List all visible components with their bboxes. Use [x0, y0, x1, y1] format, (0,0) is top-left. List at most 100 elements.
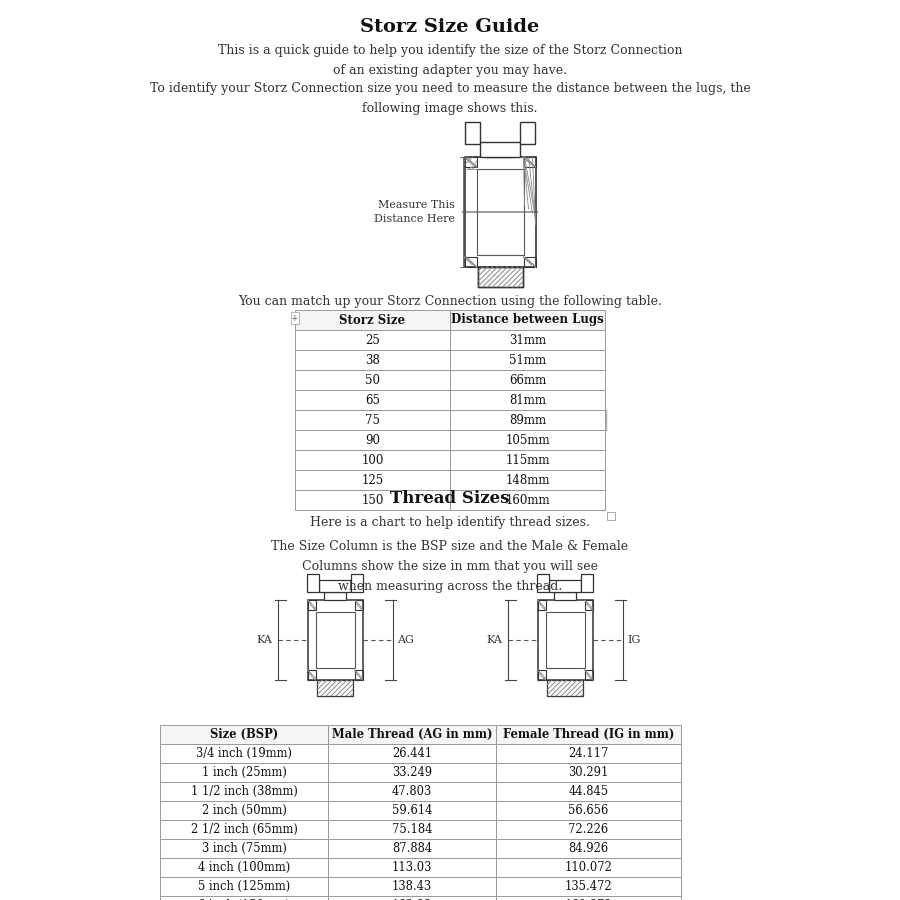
Text: 33.249: 33.249: [392, 766, 432, 779]
Bar: [478, 267, 523, 287]
Text: IG: IG: [627, 635, 641, 645]
Text: 105mm: 105mm: [505, 434, 550, 446]
Text: 3 inch (75mm): 3 inch (75mm): [202, 842, 286, 855]
Bar: [524, 157, 536, 167]
Text: Thread Sizes: Thread Sizes: [391, 490, 509, 507]
Bar: [160, 782, 328, 801]
Bar: [478, 267, 523, 287]
Bar: [464, 157, 476, 167]
Text: Size (BSP): Size (BSP): [210, 728, 278, 741]
Bar: [537, 574, 549, 592]
Bar: [584, 600, 592, 610]
Bar: [496, 896, 681, 900]
Bar: [295, 450, 450, 470]
Text: You can match up your Storz Connection using the following table.: You can match up your Storz Connection u…: [238, 295, 662, 308]
Bar: [496, 801, 681, 820]
Text: To identify your Storz Connection size you need to measure the distance between : To identify your Storz Connection size y…: [149, 82, 751, 115]
Text: 59.614: 59.614: [392, 804, 432, 817]
Bar: [295, 370, 450, 390]
Bar: [480, 142, 520, 157]
Bar: [328, 801, 496, 820]
Bar: [355, 600, 363, 610]
Bar: [520, 122, 535, 144]
Bar: [295, 350, 450, 370]
Text: 87.884: 87.884: [392, 842, 432, 855]
Text: 44.845: 44.845: [569, 785, 608, 798]
Text: 72.226: 72.226: [569, 823, 608, 836]
Text: Distance between Lugs: Distance between Lugs: [451, 313, 604, 327]
Text: 30.291: 30.291: [568, 766, 608, 779]
Bar: [545, 612, 584, 668]
Text: 89mm: 89mm: [508, 413, 546, 427]
Text: 24.117: 24.117: [568, 747, 608, 760]
Text: 100: 100: [361, 454, 383, 466]
Text: 135.472: 135.472: [564, 880, 612, 893]
Bar: [584, 670, 592, 680]
Text: 1 1/2 inch (38mm): 1 1/2 inch (38mm): [191, 785, 297, 798]
Text: Storz Size Guide: Storz Size Guide: [360, 18, 540, 36]
Bar: [607, 512, 615, 520]
Bar: [295, 470, 450, 490]
Bar: [450, 390, 605, 410]
Text: 84.926: 84.926: [569, 842, 608, 855]
Bar: [295, 390, 450, 410]
Bar: [464, 257, 476, 267]
Text: 51mm: 51mm: [508, 354, 546, 366]
Text: 3/4 inch (19mm): 3/4 inch (19mm): [196, 747, 292, 760]
Bar: [524, 257, 536, 267]
Text: 25: 25: [365, 334, 380, 346]
Text: +: +: [292, 313, 298, 323]
Bar: [537, 600, 545, 610]
Text: 75.184: 75.184: [392, 823, 432, 836]
Text: 150: 150: [361, 493, 383, 507]
Bar: [160, 858, 328, 877]
Text: 110.072: 110.072: [564, 861, 612, 874]
Text: KA: KA: [487, 635, 502, 645]
Bar: [160, 725, 328, 744]
Text: Female Thread (IG in mm): Female Thread (IG in mm): [503, 728, 674, 741]
Bar: [328, 896, 496, 900]
Text: 125: 125: [362, 473, 383, 487]
Text: 31mm: 31mm: [508, 334, 546, 346]
Text: Here is a chart to help identify thread sizes.: Here is a chart to help identify thread …: [310, 516, 590, 529]
Text: 1 inch (25mm): 1 inch (25mm): [202, 766, 286, 779]
Bar: [317, 680, 353, 696]
Bar: [295, 410, 450, 430]
Bar: [450, 310, 605, 330]
Bar: [496, 744, 681, 763]
Text: 75: 75: [365, 413, 380, 427]
Bar: [328, 839, 496, 858]
Bar: [450, 490, 605, 510]
Bar: [554, 592, 576, 600]
Bar: [295, 490, 450, 510]
Bar: [328, 725, 496, 744]
Text: 160.872: 160.872: [564, 899, 612, 900]
Bar: [486, 147, 514, 157]
Text: 66mm: 66mm: [508, 374, 546, 386]
Bar: [547, 680, 583, 696]
Bar: [450, 430, 605, 450]
Bar: [450, 450, 605, 470]
Bar: [351, 574, 363, 592]
Bar: [324, 592, 346, 600]
Text: 65: 65: [365, 393, 380, 407]
Bar: [355, 670, 363, 680]
Text: The Size Column is the BSP size and the Male & Female
Columns show the size in m: The Size Column is the BSP size and the …: [272, 540, 628, 593]
Bar: [450, 470, 605, 490]
Bar: [450, 330, 605, 350]
Text: 56.656: 56.656: [569, 804, 608, 817]
Bar: [160, 896, 328, 900]
Bar: [496, 725, 681, 744]
Text: 5 inch (125mm): 5 inch (125mm): [198, 880, 290, 893]
Bar: [308, 600, 316, 610]
Bar: [496, 763, 681, 782]
Bar: [328, 744, 496, 763]
Bar: [316, 612, 355, 668]
Bar: [450, 410, 605, 430]
Text: 26.441: 26.441: [392, 747, 432, 760]
Text: 38: 38: [365, 354, 380, 366]
Bar: [496, 820, 681, 839]
Bar: [295, 330, 450, 350]
Bar: [496, 839, 681, 858]
Text: 6 inch (150mm): 6 inch (150mm): [198, 899, 290, 900]
